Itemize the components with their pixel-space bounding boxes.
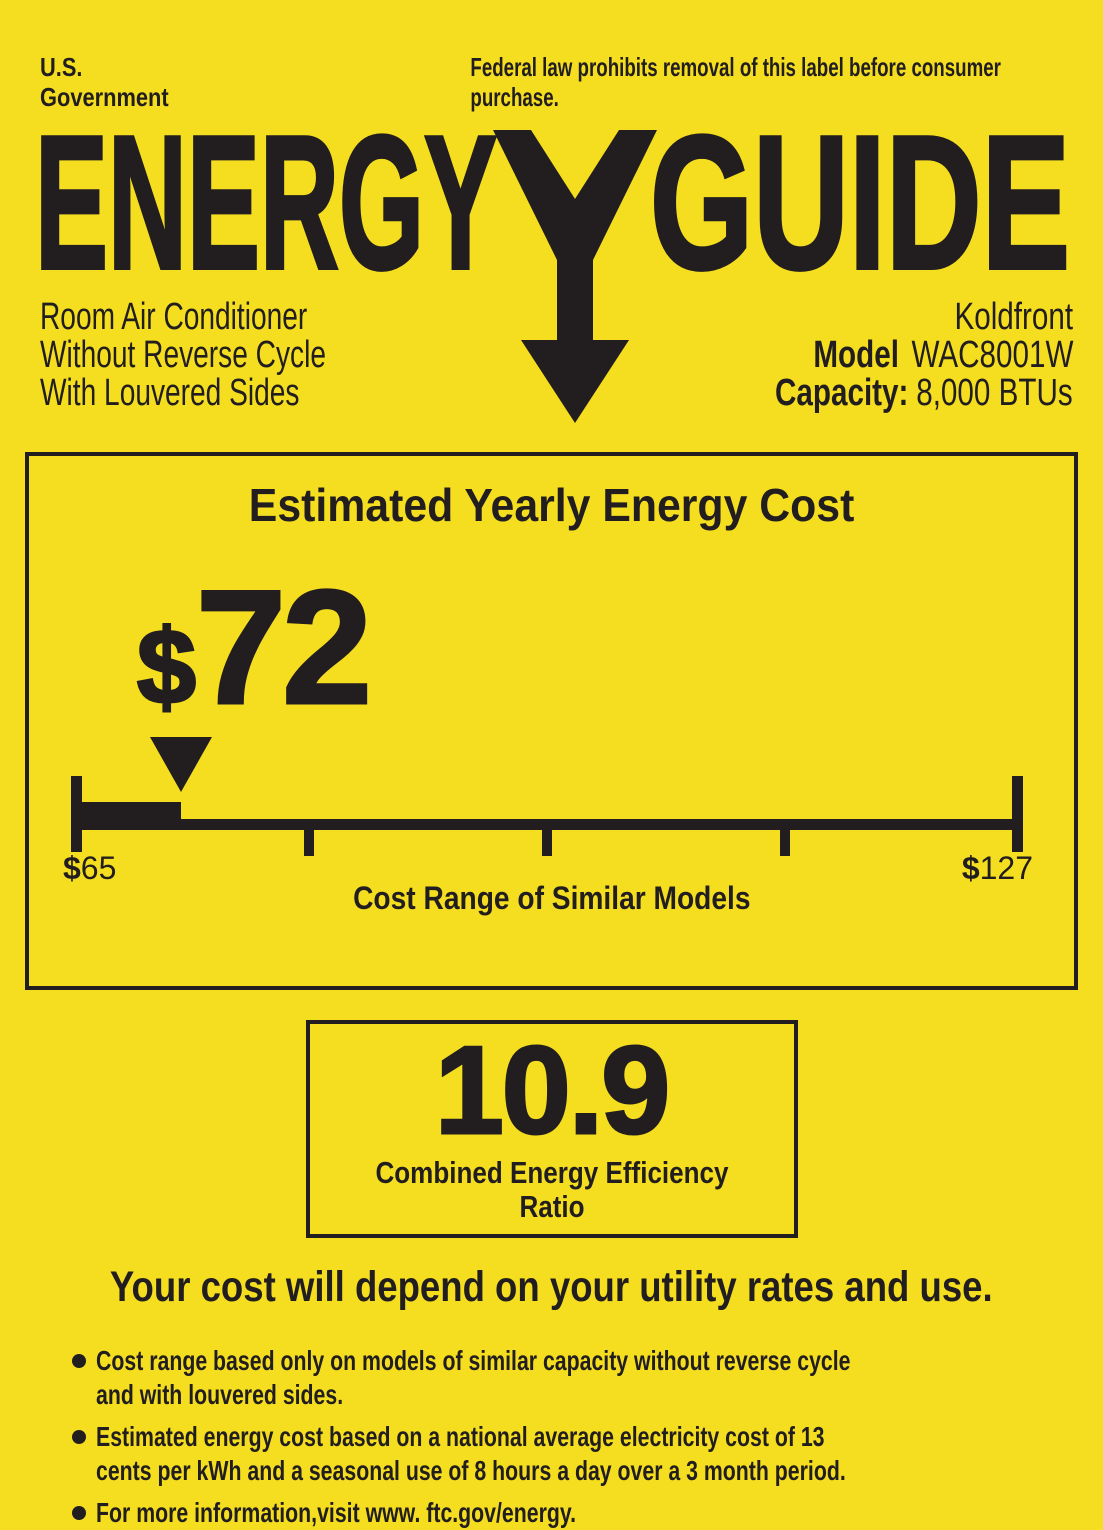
scale-tick-1 (304, 830, 314, 856)
scale-min-label: $65 (63, 850, 117, 886)
scale-right-cap (1012, 776, 1023, 852)
bullet-dot-icon (72, 1430, 86, 1444)
scale-left-cap (71, 776, 82, 852)
model-label: Model (812, 334, 899, 376)
range-highlight-bar (71, 802, 181, 822)
cost-range-scale-graphic (71, 737, 1023, 856)
scale-max-label: $127 (961, 850, 1033, 886)
product-description: Room Air Conditioner Without Reverse Cyc… (40, 298, 426, 412)
footnote-item: Cost range based only on models of simil… (72, 1344, 1103, 1412)
product-line-2: Without Reverse Cycle (40, 334, 326, 376)
ceer-value: 10.9 (433, 1022, 671, 1160)
energy-guide-label: { "colors": { "background": "#F5DE20", "… (0, 52, 1103, 1529)
down-arrow-icon (493, 130, 657, 423)
footnote-item: Estimated energy cost based on a nationa… (72, 1420, 1103, 1488)
product-brand-row: Room Air Conditioner Without Reverse Cyc… (40, 298, 1073, 412)
capacity-label: Capacity: (775, 372, 909, 414)
cost-range-scale: $65 $127 (63, 734, 1033, 886)
header: U.S. Government Federal law prohibits re… (40, 52, 1063, 112)
footnote-estimate-basis: Estimated energy cost based on a nationa… (96, 1421, 846, 1486)
federal-notice-text: Federal law prohibits removal of this la… (470, 52, 1002, 112)
footnote-item: For more information,visit www. ftc.gov/… (72, 1496, 1103, 1530)
logo-energy-text: ENERGY (35, 97, 497, 309)
cost-marker-triangle-icon (150, 737, 212, 792)
energyguide-logo-graphic: ENERGY GUIDE (33, 95, 1072, 423)
cost-range-caption: Cost Range of Similar Models (352, 880, 751, 916)
scale-tick-3 (780, 830, 790, 856)
bullet-dot-icon (72, 1506, 86, 1520)
capacity-value: 8,000 BTUs (916, 372, 1073, 414)
ceer-caption: Combined Energy Efficiency Ratio (374, 1155, 729, 1224)
ceer-box: 10.9 Combined Energy Efficiency Ratio (305, 1020, 798, 1238)
footnote-cost-range: Cost range based only on models of simil… (96, 1345, 851, 1410)
logo-guide-text: GUIDE (650, 97, 1070, 309)
bullet-dot-icon (72, 1354, 86, 1368)
cost-amount: 72 (194, 557, 373, 738)
product-line-3: With Louvered Sides (40, 372, 300, 414)
cost-box-title: Estimated Yearly Energy Cost (248, 479, 855, 531)
model-value: WAC8001W (911, 334, 1073, 376)
energyguide-logo: ENERGY GUIDE (33, 95, 1103, 423)
scale-tick-2 (542, 830, 552, 856)
footnotes: Cost range based only on models of simil… (72, 1344, 1103, 1530)
cost-currency-symbol: $ (136, 607, 198, 728)
yearly-cost-figure: $72 (136, 565, 374, 779)
brand-name: Koldfront (954, 296, 1073, 338)
product-line-1: Room Air Conditioner (40, 296, 308, 338)
footnote-more-info: For more information,visit www. ftc.gov/… (96, 1497, 577, 1528)
scale-line (71, 819, 1023, 830)
utility-rates-headline: Your cost will depend on your utility ra… (110, 1263, 993, 1311)
estimated-cost-box: Estimated Yearly Energy Cost $72 $65 $12… (25, 452, 1078, 990)
brand-info: Koldfront Model WAC8001W Capacity: 8,000 B… (691, 298, 1073, 412)
us-government-text: U.S. Government (40, 52, 169, 112)
